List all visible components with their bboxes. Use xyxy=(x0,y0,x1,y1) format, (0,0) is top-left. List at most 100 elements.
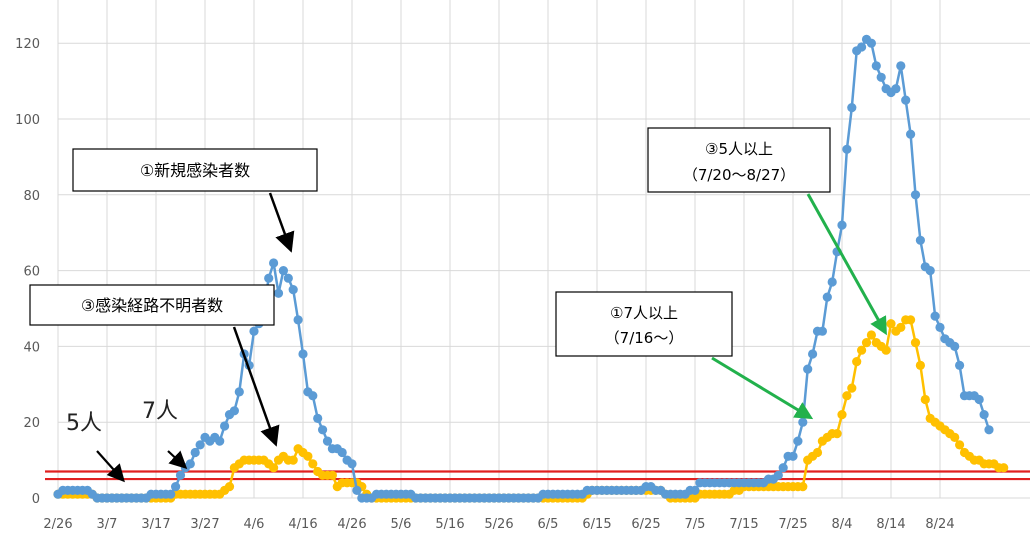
x-tick-label: 8/14 xyxy=(876,517,905,532)
grid xyxy=(57,0,1030,499)
x-tick-label: 6/5 xyxy=(538,517,559,532)
data-point xyxy=(788,451,798,461)
data-point xyxy=(847,103,857,113)
data-point xyxy=(832,429,842,439)
data-point xyxy=(915,235,926,245)
data-point xyxy=(215,436,225,446)
data-point xyxy=(930,311,940,321)
data-point xyxy=(891,84,901,94)
data-point xyxy=(264,273,274,283)
data-point xyxy=(906,129,916,139)
data-point xyxy=(852,357,862,367)
data-point xyxy=(273,288,284,298)
y-tick-label: 40 xyxy=(23,340,40,355)
data-point xyxy=(249,326,259,336)
data-point xyxy=(866,330,877,340)
annotation-7plus-line1: ①7人以上 xyxy=(610,304,678,322)
arrow-5plus xyxy=(806,193,887,336)
x-tick-label: 7/5 xyxy=(685,517,706,532)
data-point xyxy=(288,455,298,465)
arrow-7-people xyxy=(167,450,188,470)
data-point xyxy=(925,266,935,276)
data-point xyxy=(950,432,960,442)
data-point xyxy=(955,360,965,370)
data-point xyxy=(808,349,818,359)
data-point xyxy=(822,292,832,302)
data-point xyxy=(803,364,813,374)
data-point xyxy=(896,61,906,71)
data-point xyxy=(910,338,921,348)
data-point xyxy=(842,391,852,401)
data-point xyxy=(278,266,288,276)
data-point xyxy=(857,42,867,52)
x-tick-label: 3/27 xyxy=(190,517,219,532)
data-point xyxy=(352,485,362,495)
y-axis-ticks: 0 20 40 60 80 100 120 xyxy=(15,37,40,507)
y-tick-label: 100 xyxy=(15,113,40,128)
data-point xyxy=(288,285,298,295)
data-point xyxy=(896,322,906,332)
data-point xyxy=(308,459,318,469)
annotation-5plus-line2: （7/20〜8/27） xyxy=(683,166,795,184)
x-tick-label: 7/25 xyxy=(778,517,807,532)
x-tick-label: 4/16 xyxy=(288,517,317,532)
arrow-unknown-route xyxy=(232,326,280,447)
series-layer xyxy=(53,34,1009,503)
data-point xyxy=(190,447,200,458)
data-point xyxy=(812,447,823,458)
data-point xyxy=(881,345,891,355)
data-point xyxy=(229,406,239,416)
data-point xyxy=(974,394,984,405)
x-axis-ticks: 2/26 3/7 3/17 3/27 4/6 4/16 4/26 5/6 5/16 5/26 6/5… xyxy=(43,517,954,532)
arrow-7plus xyxy=(711,356,814,420)
data-point xyxy=(175,470,186,480)
annotation-5plus: ③5人以上 （7/20〜8/27） xyxy=(647,127,831,193)
label-5-people: 5人 xyxy=(66,411,102,436)
x-tick-label: 5/6 xyxy=(391,517,412,532)
x-tick-label: 6/15 xyxy=(582,517,611,532)
data-point xyxy=(906,315,916,325)
y-tick-label: 0 xyxy=(32,492,40,507)
annotation-unknown-route: ③感染経路不明者数 xyxy=(29,284,275,326)
data-point xyxy=(876,72,886,82)
x-tick-label: 2/26 xyxy=(43,517,72,532)
label-7-people: 7人 xyxy=(142,399,178,424)
data-point xyxy=(690,485,700,495)
x-tick-label: 5/26 xyxy=(484,517,513,532)
data-point xyxy=(337,447,347,458)
data-point xyxy=(837,220,847,230)
data-point xyxy=(950,341,960,351)
data-point xyxy=(220,421,230,431)
data-point xyxy=(318,425,328,435)
x-tick-label: 5/16 xyxy=(435,517,464,532)
data-point xyxy=(984,425,994,435)
data-point xyxy=(773,470,783,480)
annotation-unknown-route-text: ③感染経路不明者数 xyxy=(81,296,223,315)
annotation-new-cases-text: ①新規感染者数 xyxy=(140,161,250,180)
data-point xyxy=(166,489,176,499)
data-point xyxy=(293,315,303,325)
data-point xyxy=(871,61,881,71)
x-tick-label: 7/15 xyxy=(729,517,758,532)
data-point xyxy=(798,482,808,492)
data-point xyxy=(778,463,788,473)
data-point xyxy=(901,95,911,105)
data-point xyxy=(269,258,279,268)
data-point xyxy=(817,326,828,336)
x-tick-label: 8/4 xyxy=(832,517,853,532)
y-tick-label: 120 xyxy=(15,37,40,52)
data-point xyxy=(920,394,930,405)
y-tick-label: 20 xyxy=(23,416,40,431)
annotation-7plus-line2: （7/16〜） xyxy=(605,329,684,347)
arrow-new-cases xyxy=(268,192,295,253)
data-point xyxy=(308,391,318,401)
data-point xyxy=(837,410,847,420)
data-point xyxy=(298,349,308,359)
annotation-5plus-line1: ③5人以上 xyxy=(705,140,773,158)
data-point xyxy=(861,338,872,348)
data-point xyxy=(303,451,313,461)
reference-lines xyxy=(45,470,1030,481)
x-tick-label: 3/17 xyxy=(141,517,170,532)
